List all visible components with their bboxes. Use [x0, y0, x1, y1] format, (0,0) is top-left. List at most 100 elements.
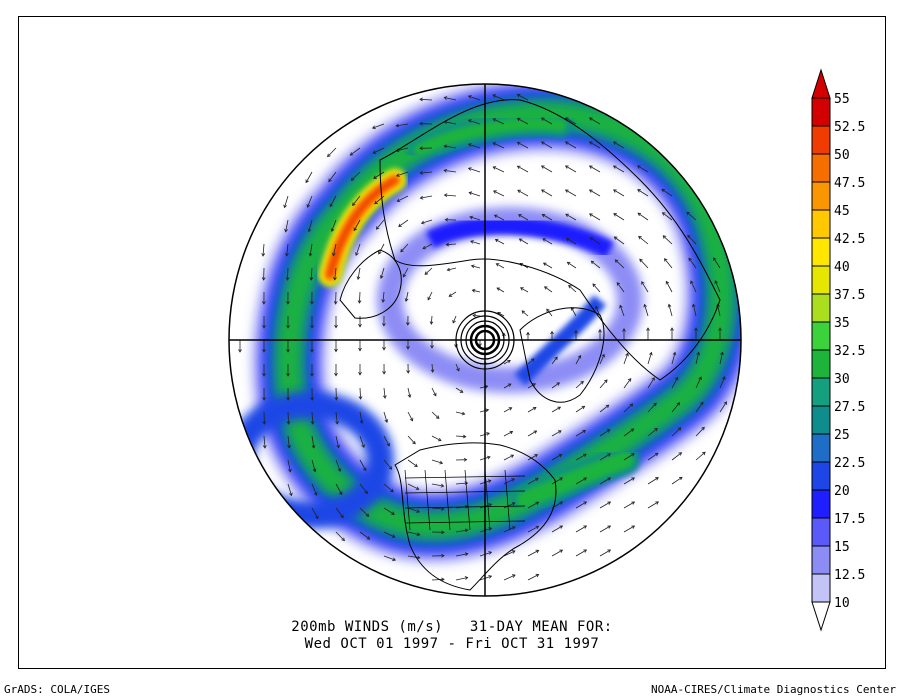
wind-vector — [647, 352, 652, 365]
wind-vector-head — [375, 226, 380, 230]
wind-vector — [357, 267, 361, 280]
wind-vector — [575, 501, 587, 509]
wind-vector — [565, 189, 577, 197]
wind-vector-head — [631, 501, 636, 505]
wind-vector-head — [550, 330, 554, 335]
wind-vector — [503, 478, 515, 485]
wind-vector — [671, 377, 679, 389]
wind-vector-head — [655, 477, 659, 481]
wind-vector — [623, 353, 629, 365]
wind-vector — [519, 238, 529, 245]
wind-vector — [287, 267, 289, 281]
wind-vector — [719, 401, 727, 413]
wind-vector — [544, 286, 553, 293]
wind-vector — [327, 147, 337, 157]
wind-vector-head — [566, 261, 571, 266]
wind-vector — [575, 355, 581, 365]
coastline-path — [379, 99, 721, 381]
wind-vector-head — [535, 501, 540, 505]
wind-vector-head — [607, 501, 612, 505]
wind-vector — [496, 263, 505, 269]
wind-vector — [589, 189, 601, 197]
wind-vector — [527, 430, 537, 437]
wind-vector-head — [542, 262, 547, 266]
wind-vector-head — [286, 301, 290, 305]
wind-vector — [382, 291, 385, 303]
wind-vector — [355, 243, 361, 256]
wind-vector-head — [589, 213, 593, 217]
wind-vector-head — [637, 212, 642, 217]
wind-vector-head — [381, 299, 386, 303]
colorbar-tick-label: 50 — [834, 148, 850, 163]
wind-vector-head — [441, 530, 445, 535]
coastline-path — [394, 442, 557, 591]
wind-vector — [311, 411, 314, 425]
wind-vector-head — [629, 403, 634, 407]
wind-vector-head — [535, 573, 540, 578]
wind-vector — [613, 213, 625, 221]
wind-vector-head — [518, 214, 522, 218]
wind-vector — [527, 383, 536, 389]
wind-vector — [359, 387, 361, 400]
wind-vector-head — [582, 429, 587, 434]
wind-vector-head — [564, 189, 569, 193]
wind-vector-head — [424, 271, 429, 275]
wind-vector — [671, 452, 682, 461]
wind-vector — [444, 97, 457, 101]
wind-vector-head — [612, 165, 617, 169]
wind-vector-head — [309, 277, 314, 281]
wind-vector-head — [581, 405, 586, 410]
wind-vector — [496, 287, 505, 293]
wind-vector — [455, 577, 468, 581]
colorbar-tick-label: 55 — [834, 92, 850, 107]
wind-vector-head — [284, 228, 288, 233]
wind-vector-head — [459, 389, 464, 393]
colorbar-swatch — [811, 349, 831, 379]
wind-vector — [527, 358, 535, 365]
wind-vector-head — [420, 220, 425, 225]
wind-vector — [407, 387, 411, 398]
wind-vector-head — [305, 179, 309, 184]
wind-vector-head — [487, 479, 492, 483]
wind-vector-head — [554, 356, 558, 361]
wind-vector — [446, 243, 457, 246]
wind-vector-head — [556, 382, 561, 386]
wind-vector — [383, 507, 395, 515]
wind-vector — [455, 553, 468, 557]
wind-vector — [637, 165, 649, 173]
wind-vector — [311, 459, 316, 472]
wind-vector — [431, 507, 444, 510]
wind-vector-head — [517, 189, 521, 194]
wind-vector-head — [526, 331, 530, 336]
wind-vector-head — [409, 417, 414, 422]
wind-vector-head — [467, 143, 472, 147]
wind-vector — [287, 411, 289, 425]
colorbar-tick-label: 45 — [834, 204, 850, 219]
wind-vector — [503, 574, 516, 581]
wind-vector — [503, 502, 515, 509]
wind-vector-head — [511, 574, 516, 578]
wind-vector — [623, 525, 635, 533]
wind-vector-head — [493, 214, 498, 219]
wind-vector-head — [349, 152, 354, 156]
wind-vector — [695, 427, 705, 437]
wind-vector — [444, 121, 457, 125]
wind-vector — [400, 243, 409, 253]
wind-vector — [527, 477, 539, 485]
wind-vector-head — [358, 347, 362, 352]
wind-vector — [431, 459, 443, 464]
wind-vector-head — [493, 190, 497, 194]
wind-vector-head — [330, 228, 335, 232]
wind-vector — [639, 258, 649, 269]
wind-vector-head — [287, 445, 291, 449]
wind-vector — [647, 452, 659, 461]
wind-vector-head — [365, 513, 370, 517]
wind-vector — [431, 363, 434, 373]
wind-vector-head — [622, 327, 626, 332]
wind-vector-head — [441, 506, 445, 511]
wind-vector-head — [649, 351, 653, 356]
wind-vector-head — [558, 453, 563, 458]
wind-vector-head — [310, 325, 314, 329]
coastlines — [339, 99, 721, 591]
wind-vector — [383, 531, 395, 538]
